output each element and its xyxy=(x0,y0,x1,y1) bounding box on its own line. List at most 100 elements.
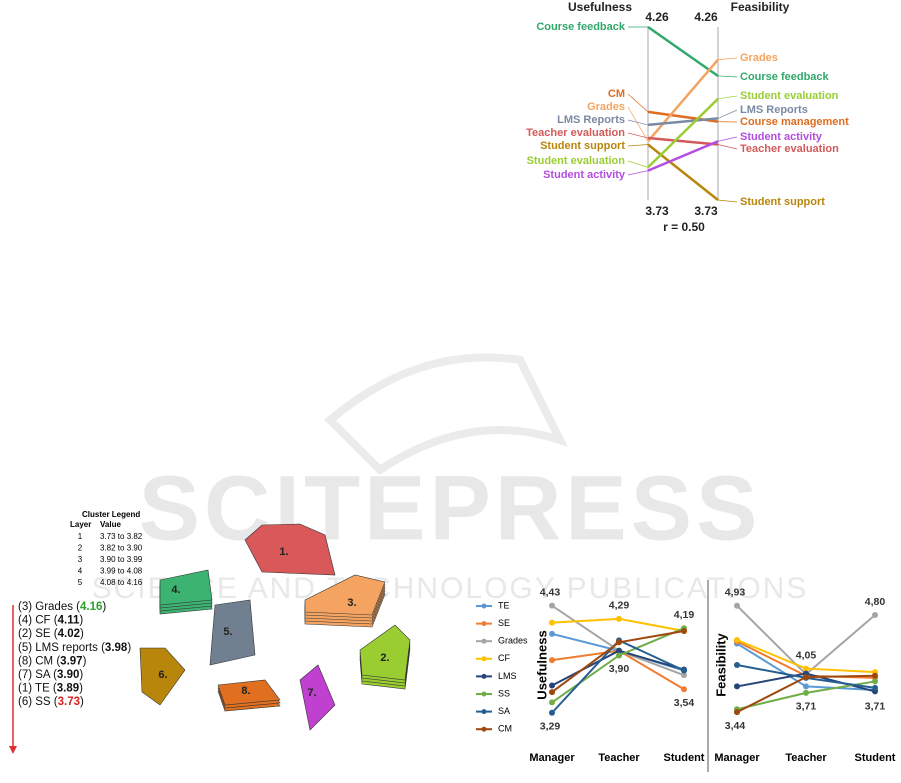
cluster-label: 2. xyxy=(380,652,389,664)
ranking-item: (2) SE (4.02) xyxy=(18,628,84,640)
series-point xyxy=(872,684,878,691)
ranking-item: (8) CM (3.97) xyxy=(18,655,87,667)
series-point xyxy=(803,689,809,696)
series-point xyxy=(872,678,878,685)
series-point xyxy=(872,672,878,679)
legend-marker xyxy=(481,673,487,679)
legend-label: Grades xyxy=(498,636,528,646)
cluster-legend-cell: 3.73 to 3.82 xyxy=(100,532,143,541)
ladder-right-title: Feasibility xyxy=(731,0,790,14)
extreme-label: 4,05 xyxy=(796,649,817,661)
ladder-tick-label: 3.73 xyxy=(645,204,669,218)
series-point xyxy=(549,682,555,689)
cluster-label: 5. xyxy=(223,626,232,638)
series-point xyxy=(734,709,740,716)
series-point xyxy=(616,647,622,654)
ladder-line xyxy=(647,58,719,143)
ladder-leader xyxy=(627,170,649,176)
cluster-shape xyxy=(244,523,336,576)
cluster-shape xyxy=(209,599,256,666)
x-tick-label: Student xyxy=(855,752,896,764)
cluster-legend-cell: 3 xyxy=(78,555,83,564)
cluster-shape xyxy=(159,569,213,606)
series-point xyxy=(549,619,555,626)
cluster-label: 3. xyxy=(347,597,356,609)
cluster-label: 6. xyxy=(158,669,167,681)
ranking-text: 4.11 xyxy=(58,615,80,627)
ranking-text: 3.97 xyxy=(60,655,82,667)
watermark-logo xyxy=(324,353,568,476)
cluster-legend-cell: 3.99 to 4.08 xyxy=(100,567,143,576)
legend-marker xyxy=(481,691,487,697)
series-point xyxy=(803,674,809,681)
ranking-item: (6) SS (3.73) xyxy=(18,696,84,708)
ladder-leader xyxy=(717,57,738,60)
ranking-text: 3.73 xyxy=(58,696,80,708)
series-point xyxy=(681,667,687,674)
cluster-legend-cell: 3.82 to 3.90 xyxy=(100,544,143,553)
cluster-shape xyxy=(139,647,186,706)
ranking-text: 4.02 xyxy=(58,628,80,640)
ladder-left-label: Student support xyxy=(540,140,625,152)
legend-label: LMS xyxy=(498,671,517,681)
ladder-right-label: Course feedback xyxy=(740,71,830,83)
extreme-label: 3,90 xyxy=(609,663,630,675)
cluster-legend-cell: 1 xyxy=(78,532,83,541)
ladder-right-label: Student support xyxy=(740,196,825,208)
cluster-legend-cell: 5 xyxy=(78,578,83,587)
extreme-label: 4,19 xyxy=(674,609,695,621)
ladder-right-label: Teacher evaluation xyxy=(740,143,839,155)
ladder-leader xyxy=(717,95,738,100)
ladder-leader xyxy=(717,136,738,142)
ladder-leader xyxy=(717,109,738,119)
ladder-leader xyxy=(717,144,738,150)
legend-label: SS xyxy=(498,688,510,698)
ladder-left-label: Student evaluation xyxy=(527,155,626,167)
ladder-line xyxy=(647,143,719,201)
legend-marker xyxy=(481,726,487,732)
legend-marker xyxy=(481,638,487,644)
series-point xyxy=(616,652,622,659)
ladder-line xyxy=(647,140,719,172)
ranking-text: ) xyxy=(80,628,84,640)
legend-label: SE xyxy=(498,618,510,628)
cluster-legend-cell: 4 xyxy=(78,567,83,576)
ladder-leader xyxy=(627,160,649,168)
ladder-line xyxy=(647,97,719,169)
series-point xyxy=(681,672,687,679)
watermark-title: SCITEPRESS xyxy=(139,457,762,559)
extreme-label: 4,43 xyxy=(540,586,561,598)
ladder-right-label: Course management xyxy=(740,116,849,128)
ranking-text: (4) CF ( xyxy=(18,615,58,627)
ladder-leader xyxy=(717,75,738,78)
series-line xyxy=(736,605,876,676)
ladder-correlation: r = 0.50 xyxy=(663,220,705,234)
ranking-text: (8) CM ( xyxy=(18,655,60,667)
cluster-label: 8. xyxy=(241,685,250,697)
extreme-label: 3,71 xyxy=(796,701,817,713)
ladder-left-label: Grades xyxy=(587,101,625,113)
ladder-tick-label: 4.26 xyxy=(645,10,669,24)
ranking-text: ) xyxy=(79,669,83,681)
series-point xyxy=(549,699,555,706)
ladder-right-label: Student activity xyxy=(740,131,823,143)
x-tick-label: Teacher xyxy=(785,752,827,764)
extreme-label: 3,44 xyxy=(725,720,746,732)
cluster-label: 1. xyxy=(279,546,288,558)
legend-marker xyxy=(481,621,487,627)
ladder-line xyxy=(647,25,719,77)
legend-marker xyxy=(481,656,487,662)
legend-label: CF xyxy=(498,653,510,663)
ranking-text: (6) SS ( xyxy=(18,696,58,708)
ladder-right-label: Student evaluation xyxy=(740,90,839,102)
ranking-text: 3.89 xyxy=(57,683,79,695)
series-point xyxy=(803,665,809,672)
ranking-text: (7) SA ( xyxy=(18,669,57,681)
ladder-right-label: Grades xyxy=(740,52,778,64)
ladder-right-label: LMS Reports xyxy=(740,104,808,116)
ladder-tick-label: 4.26 xyxy=(694,10,718,24)
ranking-text: (5) LMS reports ( xyxy=(18,642,105,654)
ladder-leader xyxy=(627,106,649,142)
ladder-leader xyxy=(627,132,649,139)
series-point xyxy=(616,639,622,646)
